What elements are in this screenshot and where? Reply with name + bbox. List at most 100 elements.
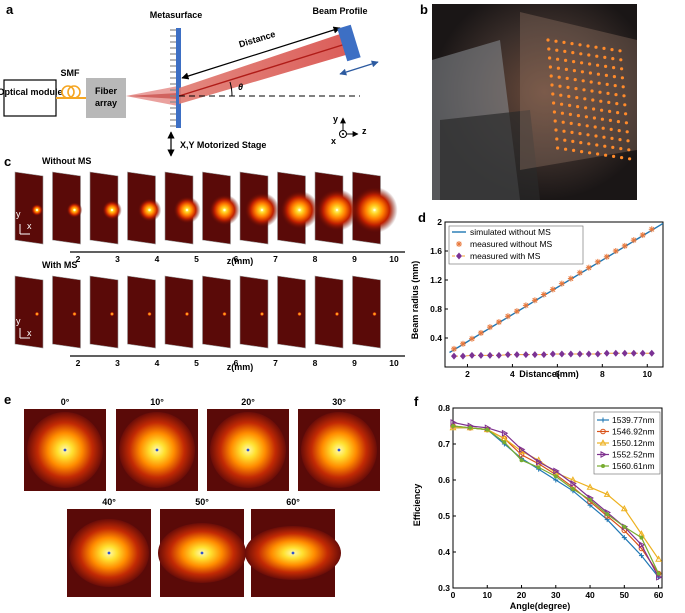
f-y-tick: 0.4 bbox=[438, 547, 450, 557]
f-series-point bbox=[570, 480, 577, 488]
camera-translation-arrow bbox=[339, 60, 379, 76]
laser-spot bbox=[606, 91, 610, 95]
f-series-point bbox=[502, 440, 507, 445]
laser-spot bbox=[588, 71, 593, 75]
laser-spot bbox=[551, 92, 555, 96]
beam-profile-label: Beam Profile bbox=[312, 6, 367, 16]
laser-spot bbox=[594, 134, 598, 138]
f-series-point bbox=[450, 418, 457, 426]
laser-spot bbox=[587, 142, 591, 146]
f-legend-entry: 1550.12nm bbox=[612, 438, 655, 448]
laser-spot bbox=[562, 40, 566, 45]
laser-spot bbox=[589, 80, 593, 84]
laser-spot bbox=[608, 109, 612, 113]
laser-spot bbox=[580, 150, 584, 154]
measured-with-point bbox=[603, 349, 610, 357]
f-series-point bbox=[468, 425, 473, 430]
laser-spot bbox=[564, 58, 568, 63]
laser-spot bbox=[596, 63, 600, 67]
angle-label: 40° bbox=[102, 497, 116, 507]
z-axis-label-1: z(mm) bbox=[227, 256, 254, 266]
laser-spot bbox=[612, 66, 616, 70]
angle-label: 60° bbox=[286, 497, 300, 507]
d-x-tick: 10 bbox=[643, 369, 653, 379]
d-legend-entry: measured with MS bbox=[470, 251, 541, 261]
laser-spot bbox=[594, 45, 598, 49]
smf-coil bbox=[56, 85, 86, 99]
panel-letter-d: d bbox=[418, 210, 426, 225]
laser-spot bbox=[596, 72, 601, 76]
laser-spot bbox=[612, 154, 616, 158]
f-y-tick: 0.3 bbox=[438, 583, 450, 593]
measured-with-point bbox=[549, 350, 556, 358]
laser-spot bbox=[560, 111, 565, 115]
axis-y-label-a: y bbox=[333, 114, 338, 124]
z-tick-label: 4 bbox=[155, 254, 160, 264]
profile-frame bbox=[202, 275, 231, 349]
f-x-tick: 60 bbox=[654, 590, 664, 600]
measured-without-point bbox=[486, 324, 493, 331]
laser-spot bbox=[582, 88, 586, 92]
f-x-tick: 40 bbox=[585, 590, 595, 600]
row-label-with-ms: With MS bbox=[42, 260, 77, 270]
laser-spot bbox=[614, 93, 618, 97]
f-series-point bbox=[519, 445, 526, 453]
measured-without-point bbox=[630, 237, 637, 244]
laser-spot bbox=[561, 120, 565, 124]
f-series-point bbox=[586, 483, 594, 490]
laser-spot bbox=[591, 98, 595, 102]
laser-spot bbox=[625, 130, 629, 134]
angle-profile-frames: 0° 10° 20° 30° 40° 50° 60° bbox=[24, 397, 380, 597]
f-x-tick: 30 bbox=[551, 590, 561, 600]
laser-spot bbox=[587, 53, 591, 57]
laser-spot bbox=[604, 153, 608, 157]
measured-without-point bbox=[549, 286, 556, 293]
laser-spot bbox=[576, 114, 581, 118]
laser-spot bbox=[559, 93, 563, 97]
f-series-point bbox=[451, 424, 455, 428]
laser-spot bbox=[558, 84, 562, 88]
laser-spot bbox=[597, 81, 601, 85]
measured-with-point bbox=[468, 351, 475, 359]
z-tick-label: 7 bbox=[273, 358, 278, 368]
measured-without-point bbox=[459, 340, 466, 347]
f-series-point bbox=[638, 541, 646, 549]
laser-spot bbox=[554, 128, 558, 132]
f-y-tick: 0.5 bbox=[438, 511, 450, 521]
laser-spot bbox=[571, 139, 575, 143]
measured-with-point bbox=[450, 352, 457, 360]
laser-spot bbox=[570, 130, 574, 134]
measured-with-point bbox=[576, 350, 583, 358]
f-series-point bbox=[570, 487, 575, 491]
f-series-point bbox=[655, 555, 663, 562]
z-tick-label: 9 bbox=[352, 254, 357, 264]
laser-spot bbox=[590, 89, 594, 93]
laser-spot bbox=[556, 57, 560, 61]
laser-spot bbox=[549, 74, 553, 78]
laser-spot bbox=[609, 127, 613, 131]
measured-with-point bbox=[558, 350, 565, 358]
panel-letter-b: b bbox=[420, 2, 428, 17]
measured-with-point bbox=[567, 350, 574, 358]
optical-module-box bbox=[3, 79, 57, 117]
laser-spot bbox=[618, 138, 622, 142]
measured-without-point bbox=[621, 242, 628, 249]
laser-spot-grid bbox=[546, 38, 632, 161]
laser-spot bbox=[619, 58, 623, 62]
laser-spot bbox=[584, 115, 589, 119]
f-series-point bbox=[536, 465, 541, 470]
f-y-tick: 0.6 bbox=[438, 475, 450, 485]
laser-spot bbox=[555, 48, 559, 52]
laser-spot bbox=[578, 43, 582, 47]
measured-with-point bbox=[522, 351, 529, 359]
laser-spot bbox=[598, 90, 602, 94]
laser-spot bbox=[562, 129, 566, 133]
measured-with-point bbox=[612, 349, 619, 357]
laser-spot bbox=[570, 42, 574, 46]
laser-spot bbox=[599, 99, 603, 103]
laser-spot bbox=[564, 67, 569, 71]
c-axis-x-2: x bbox=[27, 328, 32, 338]
laser-spot bbox=[572, 69, 577, 73]
c-axis-y-1: y bbox=[16, 209, 21, 219]
